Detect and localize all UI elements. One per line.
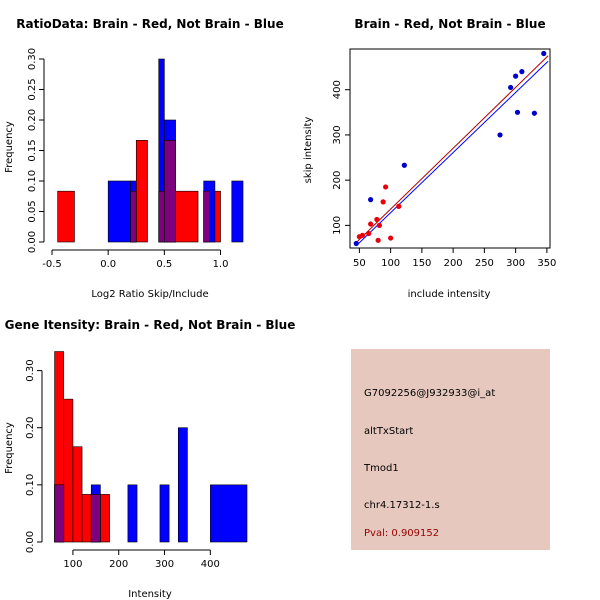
scatter-panel: Brain - Red, Not Brain - Blue include in… xyxy=(303,17,556,300)
intensity-blue-bar-3 xyxy=(159,484,170,543)
scatter-blue-point-7 xyxy=(519,69,525,75)
intensity-y-tick-label-1: 0.10 xyxy=(25,474,36,496)
intensity-blue-bar-5 xyxy=(210,484,248,543)
scatter-x-tick-label-5: 300 xyxy=(506,258,525,269)
ratio-red-bar-0 xyxy=(57,190,75,243)
scatter-red-point-3 xyxy=(368,221,374,227)
ratio-x-tick-label-1: 0.0 xyxy=(100,259,116,270)
ratio-y-tick-label-4: 0.20 xyxy=(27,109,38,131)
scatter-axes: 50 100 150 200 250 300 350 100 200 300 400 xyxy=(332,80,556,269)
info-panel: G7092256@J932933@i_at altTxStart Tmod1 c… xyxy=(351,349,550,550)
scatter-red-point-2 xyxy=(366,230,372,237)
scatter-fit-lines xyxy=(355,55,549,247)
scatter-red-point-7 xyxy=(380,199,386,205)
ratio-overlap-bar-1 xyxy=(158,190,165,243)
event-type: altTxStart xyxy=(364,426,413,437)
scatter-red-point-8 xyxy=(383,184,389,190)
ratio-histogram-panel: RatioData: Brain - Red, Not Brain - Blue… xyxy=(4,17,284,300)
ratio-y-tick-label-6: 0.30 xyxy=(27,48,38,70)
scatter-red-point-4 xyxy=(374,216,380,223)
scatter-x-tick-label-6: 350 xyxy=(537,258,556,269)
scatter-red-point-1 xyxy=(359,232,366,238)
intensity-blue-bar-4 xyxy=(177,427,188,543)
scatter-ylabel: skip intensity xyxy=(303,117,314,184)
info-panel-background xyxy=(351,349,550,550)
scatter-blue-point-9 xyxy=(541,50,547,57)
intensity-x-tick-label-3: 400 xyxy=(201,559,220,570)
scatter-x-tick-label-4: 250 xyxy=(475,258,494,269)
p-value: Pval: 0.909152 xyxy=(364,528,439,539)
ratio-y-tick-label-3: 0.15 xyxy=(27,139,38,161)
scatter-title: Brain - Red, Not Brain - Blue xyxy=(354,17,545,31)
ratio-histogram-title: RatioData: Brain - Red, Not Brain - Blue xyxy=(16,17,283,31)
ratio-overlap-bar-0 xyxy=(130,190,137,243)
ratio-red-bar-2 xyxy=(135,140,148,243)
ratio-y-tick-label-5: 0.25 xyxy=(27,78,38,100)
scatter-x-tick-label-3: 200 xyxy=(444,258,463,269)
ratio-blue-bar-5 xyxy=(231,180,244,243)
intensity-x-tick-label-1: 200 xyxy=(109,559,128,570)
scatter-x-tick-label-0: 50 xyxy=(353,258,366,269)
ratio-blue-bar-0 xyxy=(107,180,131,243)
ratio-y-tick-label-1: 0.05 xyxy=(27,200,38,222)
ratio-overlap-bar-2 xyxy=(164,140,176,243)
scatter-red-point-10 xyxy=(396,203,402,209)
ratio-x-tick-label-0: -0.5 xyxy=(42,259,62,270)
intensity-red-bar-3 xyxy=(81,494,92,543)
ratio-x-tick-label-3: 1.0 xyxy=(213,259,229,270)
scatter-red-point-5 xyxy=(375,237,381,243)
intensity-red-bar-5 xyxy=(100,494,110,543)
intensity-histogram-axes: 0.00 0.10 0.20 0.30 100 200 300 400 xyxy=(25,359,220,570)
probe-id: G7092256@J932933@i_at xyxy=(364,388,495,399)
ratio-histogram-bars xyxy=(57,58,244,243)
scatter-y-tick-label-2: 300 xyxy=(332,125,343,144)
scatter-blue-fit-line xyxy=(355,60,549,247)
scatter-y-tick-label-1: 200 xyxy=(332,171,343,190)
scatter-x-tick-label-2: 150 xyxy=(412,258,431,269)
scatter-plot-frame xyxy=(349,48,551,249)
scatter-blue-point-8 xyxy=(531,110,537,116)
gene-name: Tmod1 xyxy=(363,463,399,474)
intensity-x-tick-label-2: 300 xyxy=(155,559,174,570)
intensity-overlap-bar-0 xyxy=(54,484,65,543)
ratio-y-tick-label-0: 0.00 xyxy=(27,231,38,253)
intensity-red-bar-1 xyxy=(63,398,74,543)
ratio-red-bar-5 xyxy=(175,190,199,243)
scatter-points xyxy=(353,50,547,247)
ratio-histogram-xlabel: Log2 Ratio Skip/Include xyxy=(91,289,208,300)
intensity-histogram-bars xyxy=(54,351,248,543)
scatter-blue-point-3 xyxy=(497,132,503,138)
scatter-xlabel: include intensity xyxy=(408,289,491,300)
scatter-y-tick-label-3: 400 xyxy=(332,80,343,99)
genomic-location: chr4.17312-1.s xyxy=(364,500,440,511)
intensity-y-tick-label-3: 0.30 xyxy=(25,359,36,381)
ratio-y-tick-label-2: 0.10 xyxy=(27,170,38,192)
scatter-red-point-6 xyxy=(376,222,382,228)
intensity-red-bar-2 xyxy=(72,446,83,543)
ratio-histogram-axes: 0.00 0.05 0.10 0.15 0.20 0.25 0.30 -0.5 0.0 0.5 1.… xyxy=(27,48,228,270)
scatter-blue-point-0 xyxy=(353,240,359,247)
scatter-blue-point-5 xyxy=(513,73,519,79)
scatter-blue-point-6 xyxy=(514,109,521,115)
intensity-histogram-ylabel: Frequency xyxy=(4,422,15,474)
scatter-x-tick-label-1: 100 xyxy=(381,258,400,269)
intensity-x-tick-label-0: 100 xyxy=(63,559,82,570)
ratio-overlap-bar-3 xyxy=(203,190,210,243)
intensity-histogram-title: Gene Itensity: Brain - Red, Not Brain - … xyxy=(5,318,296,332)
intensity-blue-bar-2 xyxy=(127,484,138,543)
intensity-y-tick-label-2: 0.20 xyxy=(25,417,36,439)
scatter-blue-point-2 xyxy=(401,162,407,168)
scatter-blue-point-1 xyxy=(368,197,374,203)
intensity-histogram-xlabel: Intensity xyxy=(128,589,172,600)
intensity-overlap-bar-1 xyxy=(90,494,101,543)
scatter-y-tick-label-0: 100 xyxy=(332,216,343,235)
intensity-histogram-panel: Gene Itensity: Brain - Red, Not Brain - … xyxy=(4,318,295,600)
scatter-red-point-9 xyxy=(388,235,394,241)
intensity-y-tick-label-0: 0.00 xyxy=(25,531,36,553)
ratio-x-tick-label-2: 0.5 xyxy=(156,259,172,270)
ratio-histogram-ylabel: Frequency xyxy=(4,121,15,173)
scatter-red-fit-line xyxy=(355,55,549,243)
scatter-blue-point-4 xyxy=(508,84,514,91)
